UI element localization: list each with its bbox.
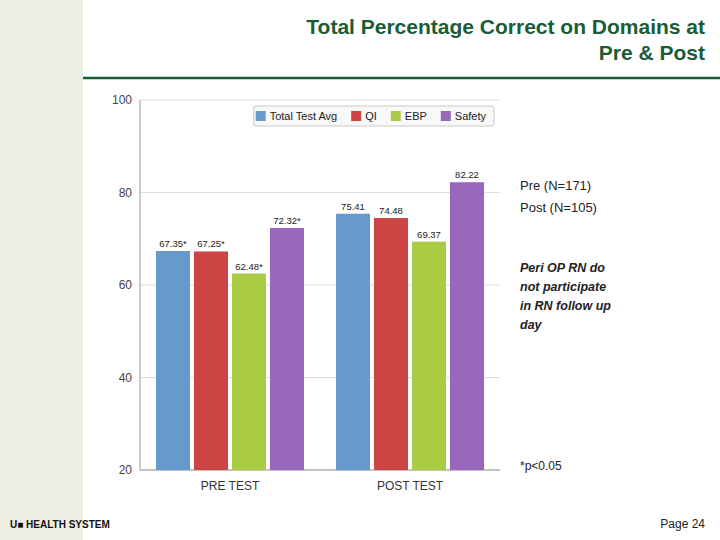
page-number: Page 24 [660,517,705,531]
sample-note: Post (N=105) [520,200,597,215]
legend: Total Test Avg QI EBP Safety [254,106,494,126]
y-axis [140,100,141,470]
data-label: 69.37 [417,229,441,240]
bar [336,214,370,470]
bar [194,251,228,470]
bar [232,274,266,470]
legend-label: QI [365,110,377,122]
sample-note: Pre (N=171) [520,178,591,193]
data-label: 72.32* [273,215,301,226]
grid-line [140,100,500,101]
text-line: Pre & Post [599,41,705,64]
legend-label: EBP [405,110,427,122]
y-tick-label: 60 [119,278,133,292]
text-line: Peri OP RN do [520,261,605,275]
chart: Total Percentage Correct on Domains at Pr… [0,0,720,540]
y-tick-label: 40 [119,371,133,385]
data-label: 67.25* [197,238,225,249]
sidebar [0,0,83,540]
title: Total Percentage Correct on Domains at Pr… [306,15,705,64]
grid-line [140,192,500,193]
bar [374,218,408,470]
y-tick-label: 20 [119,463,133,477]
data-label: 74.48 [379,205,403,216]
text-line: in RN follow up [520,299,611,313]
text-line: day [520,318,543,332]
data-labels: 67.35* 67.25* 62.48* 72.32* 75.41 74.48 69.37 8… [159,169,479,271]
x-tick-label: PRE TEST [201,479,260,493]
data-label: 62.48* [235,261,263,272]
legend-frame [254,106,494,126]
p-value-note: *p<0.05 [520,459,562,473]
legend-swatch [391,111,401,121]
grid [140,100,500,470]
text-line: not participate [520,280,606,294]
bar [270,228,304,470]
data-label: 67.35* [159,238,187,249]
logo-text: U■ HEALTH SYSTEM [10,519,110,530]
bar [412,242,446,470]
title-rule [83,77,720,80]
legend-swatch [441,111,451,121]
bars [156,182,484,470]
data-label: 82.22 [455,169,479,180]
y-tick-label: 80 [119,186,133,200]
y-tick-label: 100 [112,93,132,107]
legend-label: Safety [455,110,487,122]
x-tick-label: POST TEST [377,479,444,493]
legend-swatch [351,111,361,121]
italic-note: Peri OP RN do not participate in RN follow… [520,261,611,332]
bar [450,182,484,470]
text-line: Total Percentage Correct on Domains at [306,15,705,38]
legend-label: Total Test Avg [270,110,337,122]
data-label: 75.41 [341,201,365,212]
bar [156,251,190,470]
legend-swatch [256,111,266,121]
